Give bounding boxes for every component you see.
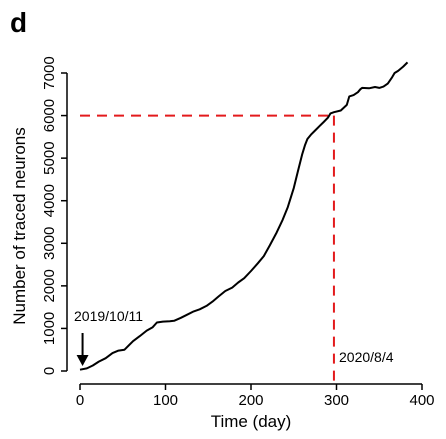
y-ticks: 0 1000 2000 3000 4000 5000 6000 7000 (41, 56, 67, 375)
x-axis-label: Time (day) (211, 412, 292, 431)
x-ticks: 0 100 200 300 400 (76, 384, 435, 409)
y-tick-label: 3000 (41, 227, 58, 260)
y-tick-label: 4000 (41, 184, 58, 217)
y-tick-label: 5000 (41, 141, 58, 174)
start-arrow-head (76, 355, 89, 366)
start-arrow (76, 333, 89, 366)
x-tick-label: 300 (324, 392, 349, 409)
end-date-annotation: 2020/8/4 (339, 349, 394, 365)
x-tick-label: 100 (153, 392, 178, 409)
y-tick-label: 1000 (41, 312, 58, 345)
x-tick-label: 400 (409, 392, 434, 409)
y-axis-label: Number of traced neurons (10, 127, 29, 325)
axes (66, 73, 422, 385)
x-tick-label: 200 (238, 392, 263, 409)
panel-label: d (10, 7, 27, 38)
reference-lines (80, 114, 335, 384)
start-date-annotation: 2019/10/11 (74, 308, 143, 324)
y-tick-label: 6000 (41, 99, 58, 132)
y-tick-label: 2000 (41, 269, 58, 302)
x-tick-label: 0 (76, 392, 84, 409)
y-tick-label: 0 (41, 367, 58, 375)
y-tick-label: 7000 (41, 56, 58, 89)
series-line (79, 61, 409, 371)
